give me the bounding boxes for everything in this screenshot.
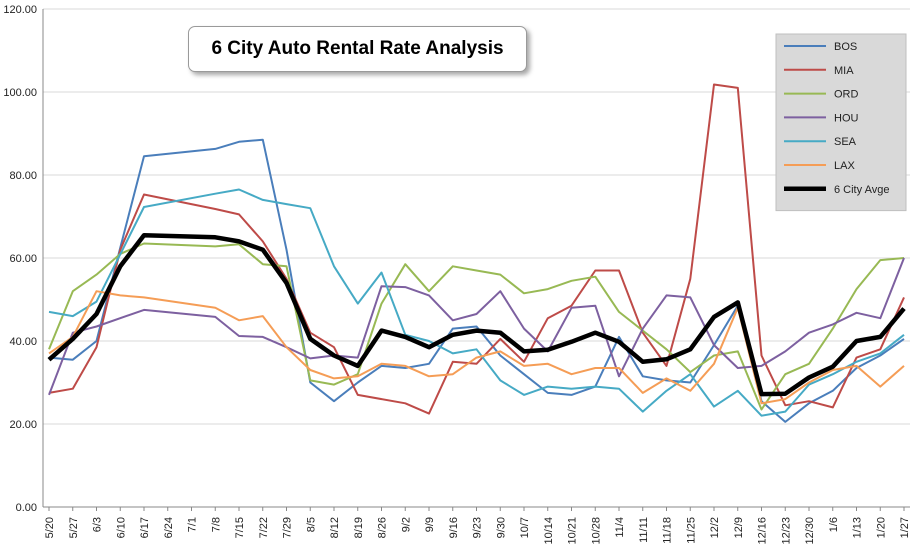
- legend-label: HOU: [834, 112, 859, 124]
- x-tick-label: 9/30: [495, 517, 507, 538]
- x-tick-label: 5/20: [44, 517, 56, 538]
- x-tick-label: 11/25: [685, 517, 697, 544]
- series-lines: [47, 83, 906, 423]
- x-tick-label: 9/9: [424, 517, 436, 532]
- x-tick-label: 7/29: [282, 517, 294, 538]
- series-line-mia: [48, 83, 905, 415]
- x-tick-label: 6/10: [115, 517, 127, 538]
- y-tick-label: 120.00: [3, 4, 37, 16]
- y-tick-label: 100.00: [3, 87, 37, 99]
- x-tick-label: 12/9: [733, 517, 745, 538]
- legend-label: SEA: [834, 136, 857, 148]
- y-tick-label: 40.00: [9, 336, 37, 348]
- y-tick-label: 0.00: [16, 502, 37, 514]
- y-tick-label: 80.00: [9, 170, 37, 182]
- x-tick-label: 12/2: [709, 517, 721, 538]
- y-tick-labels: 0.00 20.00 40.00 60.00 80.00 100.00 120.00: [3, 4, 37, 514]
- x-tick-label: 8/19: [353, 517, 365, 538]
- legend: BOS MIA ORD HOU SEA LAX 6 City Avge: [775, 33, 907, 212]
- x-tick-label: 11/18: [662, 517, 674, 544]
- x-tick-label: 6/17: [139, 517, 151, 538]
- x-tick-label: 8/26: [377, 517, 389, 538]
- x-tick-label: 7/22: [258, 517, 270, 538]
- x-tick-label: 8/12: [329, 517, 341, 538]
- x-tick-label: 1/27: [899, 517, 911, 538]
- legend-label: LAX: [834, 160, 855, 172]
- x-tick-label: 6/3: [92, 517, 104, 532]
- series-line-bos: [48, 138, 905, 423]
- x-tick-label: 7/15: [234, 517, 246, 538]
- x-tick-label: 10/28: [590, 517, 602, 545]
- x-tick-label: 12/16: [757, 517, 769, 545]
- series-line-lax: [48, 290, 905, 405]
- series-line-hou: [48, 257, 905, 396]
- x-tick-label: 12/23: [780, 517, 792, 545]
- gridlines: [43, 8, 910, 425]
- x-tick-label: 5/27: [68, 517, 80, 538]
- legend-label: ORD: [834, 89, 859, 101]
- series-line-sea: [48, 188, 905, 417]
- chart-title-box: 6 City Auto Rental Rate Analysis: [188, 26, 527, 72]
- x-tick-label: 7/8: [210, 517, 222, 532]
- x-tick-label: 10/7: [519, 517, 531, 538]
- x-tick-label: 11/4: [614, 517, 626, 538]
- x-tick-label: 10/21: [567, 517, 579, 545]
- x-tick-label: 1/20: [875, 517, 887, 538]
- x-tick-label: 12/30: [804, 517, 816, 545]
- legend-label: BOS: [834, 41, 857, 53]
- legend-label: 6 City Avge: [834, 184, 889, 196]
- x-tick-label: 1/6: [828, 517, 840, 532]
- x-tick-label: 11/11: [638, 517, 650, 543]
- y-tick-label: 20.00: [9, 419, 37, 431]
- x-tick-label: 9/16: [448, 517, 460, 538]
- y-tick-label: 60.00: [9, 253, 37, 265]
- x-tick-label: 9/2: [400, 517, 412, 532]
- legend-box: [775, 33, 907, 212]
- x-tick-labels: 5/20 5/27 6/3 6/10 6/17 6/24 7/1 7/8 7/15 7/22 7/2…: [44, 517, 911, 545]
- legend-label: MIA: [834, 65, 854, 77]
- axes: [42, 9, 910, 511]
- x-tick-label: 9/23: [472, 517, 484, 538]
- x-tick-label: 10/14: [543, 517, 555, 545]
- series-line-6-city-avge: [47, 232, 906, 397]
- x-tick-label: 7/1: [187, 517, 199, 532]
- x-tick-label: 8/5: [305, 517, 317, 532]
- x-tick-label: 1/13: [852, 517, 864, 538]
- chart-title: 6 City Auto Rental Rate Analysis: [211, 38, 504, 59]
- x-tick-label: 6/24: [163, 517, 175, 538]
